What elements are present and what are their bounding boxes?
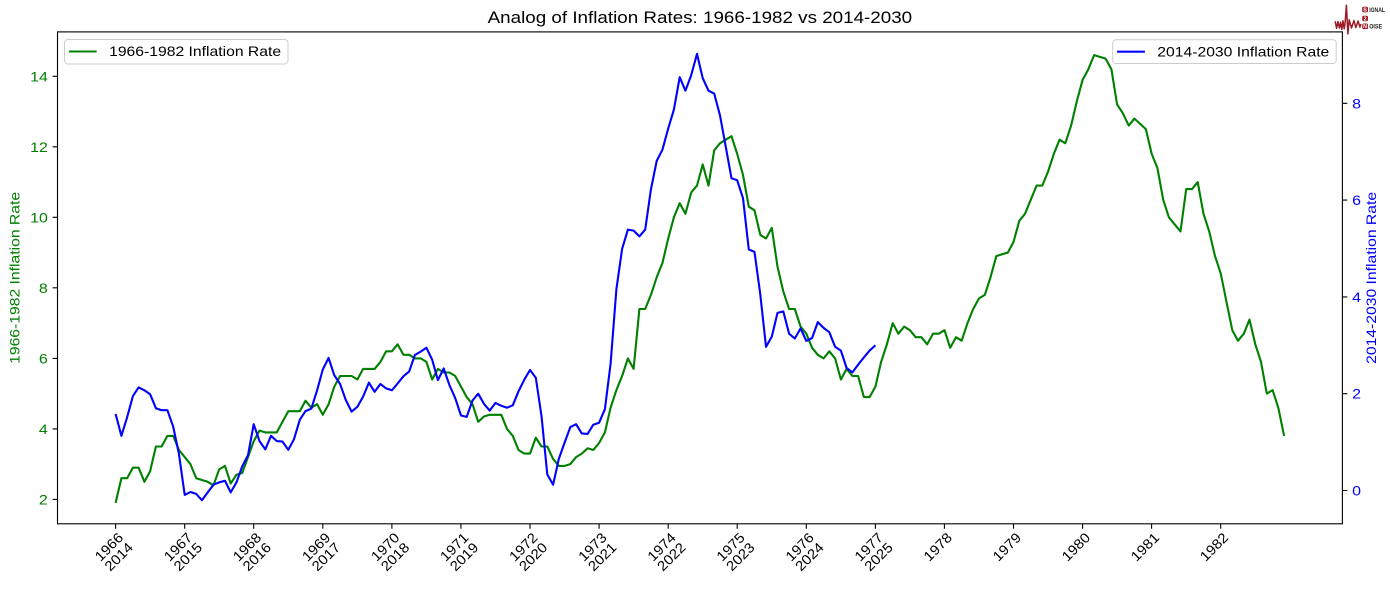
svg-text:N: N	[1363, 24, 1367, 30]
svg-text:2014-2030 Inflation Rate: 2014-2030 Inflation Rate	[1157, 43, 1329, 59]
svg-text:2: 2	[39, 491, 48, 507]
svg-text:8: 8	[1352, 95, 1361, 111]
svg-text:4: 4	[39, 421, 48, 437]
svg-text:4: 4	[1352, 289, 1361, 305]
svg-text:IGNAL: IGNAL	[1369, 7, 1385, 14]
svg-text:2: 2	[1364, 16, 1367, 22]
svg-text:0: 0	[1352, 483, 1361, 499]
svg-text:2: 2	[1352, 386, 1361, 402]
svg-text:OISE: OISE	[1369, 24, 1382, 31]
svg-text:6: 6	[39, 350, 48, 366]
svg-text:1966-1982 Inflation Rate: 1966-1982 Inflation Rate	[109, 43, 281, 59]
svg-text:2014-2030 Inflation Rate: 2014-2030 Inflation Rate	[1363, 192, 1379, 364]
svg-text:14: 14	[30, 68, 48, 84]
svg-text:S: S	[1363, 7, 1367, 13]
svg-text:1966-1982 Inflation Rate: 1966-1982 Inflation Rate	[7, 192, 23, 364]
svg-text:12: 12	[30, 139, 48, 155]
svg-text:Analog of Inflation Rates: 196: Analog of Inflation Rates: 1966-1982 vs …	[488, 8, 913, 27]
svg-text:6: 6	[1352, 192, 1361, 208]
svg-text:10: 10	[30, 209, 48, 225]
svg-text:8: 8	[39, 280, 48, 296]
